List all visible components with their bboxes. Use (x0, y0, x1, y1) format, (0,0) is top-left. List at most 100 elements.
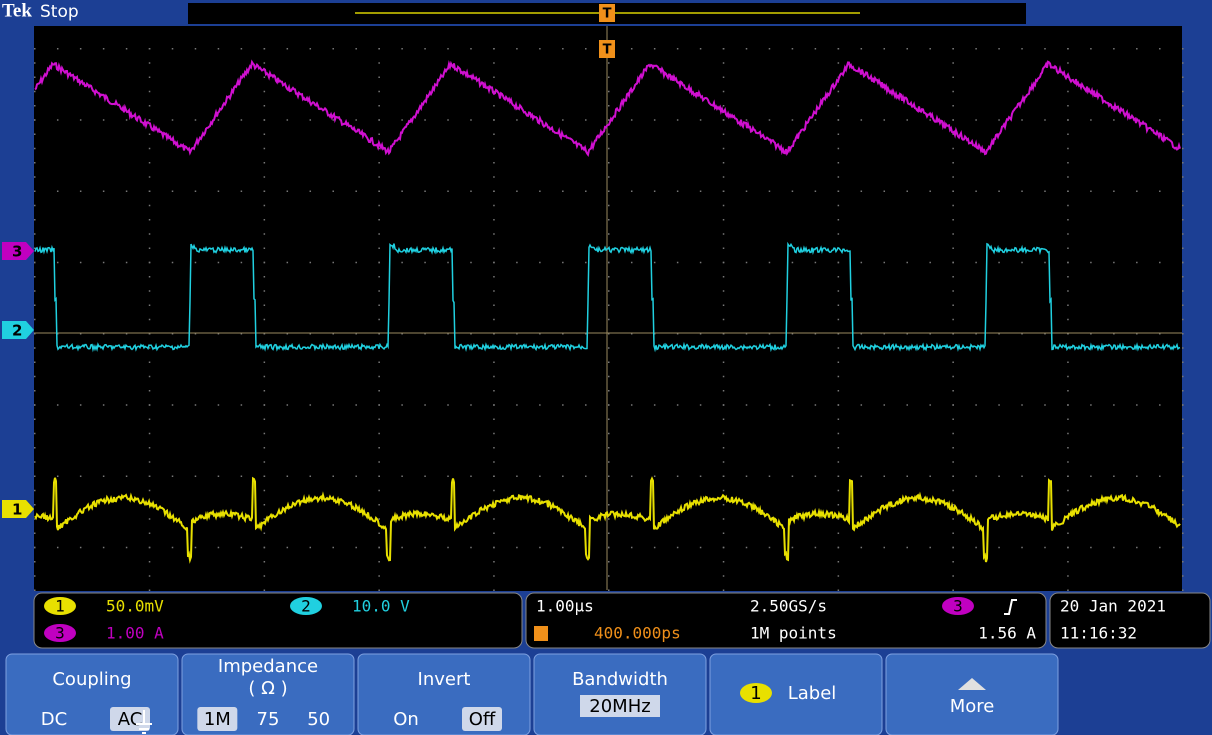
grid-dot (837, 575, 840, 577)
grid-dot (355, 48, 357, 50)
menu-button[interactable] (5, 653, 179, 735)
menu-option[interactable]: On (393, 709, 419, 730)
grid-dot (906, 261, 908, 264)
record-length: 1M points (750, 624, 837, 643)
grid-dot (447, 546, 449, 549)
grid-dot (722, 404, 725, 406)
grid-dot (653, 190, 656, 192)
grid-dot (1044, 261, 1046, 264)
grid-dot (34, 532, 36, 534)
grid-dot (722, 247, 725, 249)
grid-dot (699, 333, 702, 335)
grid-dot (493, 447, 495, 449)
grid-dot (378, 589, 380, 591)
grid-dot (699, 404, 702, 406)
grid-dot (1067, 489, 1069, 492)
menu-option[interactable]: AC (118, 709, 143, 730)
grid-dot (34, 418, 36, 420)
ch1-badge-label: 1 (55, 597, 65, 616)
grid-dot (34, 546, 36, 549)
grid-dot (1067, 233, 1069, 235)
grid-dot (378, 62, 380, 64)
menu-button[interactable] (357, 653, 531, 735)
menu-button[interactable] (533, 653, 707, 735)
grid-dot (722, 489, 725, 492)
grid-dot (952, 432, 954, 435)
grid-dot (378, 119, 380, 121)
grid-dot (34, 147, 36, 150)
grid-dot (745, 119, 748, 121)
grid-dot (837, 162, 840, 164)
grid-dot (309, 261, 312, 264)
grid-dot (263, 461, 266, 463)
grid-dot (355, 404, 357, 406)
grid-dot (1182, 162, 1184, 164)
grid-dot (539, 190, 541, 192)
grid-dot (1182, 147, 1184, 150)
grid-dot (608, 76, 610, 78)
grid-dot (125, 475, 128, 477)
grid-dot (676, 119, 679, 121)
grid-dot (952, 233, 954, 235)
menu-option[interactable]: Off (469, 709, 496, 730)
grid-dot (263, 162, 266, 164)
grid-dot (630, 48, 633, 50)
grid-dot (906, 190, 908, 192)
grid-dot (837, 290, 840, 292)
grid-dot (516, 333, 518, 335)
grid-dot (906, 119, 908, 121)
grid-dot (745, 190, 748, 192)
grid-dot (791, 48, 794, 50)
grid-dot (493, 76, 495, 78)
grid-dot (722, 390, 725, 392)
grid-dot (630, 475, 633, 477)
grid-dot (148, 589, 151, 591)
grid-dot (1113, 190, 1115, 192)
grid-dot (722, 62, 725, 64)
grid-dot (56, 404, 59, 406)
grid-dot (539, 333, 541, 335)
grid-dot (34, 276, 36, 278)
sample-rate: 2.50GS/s (750, 597, 827, 616)
grid-dot (148, 375, 151, 378)
grid-dot (768, 475, 771, 477)
grid-dot (1113, 546, 1115, 549)
grid-dot (791, 546, 794, 549)
grid-dot (952, 219, 954, 221)
trigger-level: 1.56 A (978, 624, 1036, 643)
grid-dot (585, 475, 587, 477)
menu-button[interactable] (709, 653, 883, 735)
grid-dot (1182, 290, 1184, 292)
grid-dot (791, 261, 794, 264)
grid-dot (837, 333, 840, 335)
grid-dot (676, 261, 679, 264)
grid-dot (148, 518, 151, 520)
grid-dot (768, 190, 771, 192)
grid-dot (102, 190, 105, 192)
grid-dot (493, 418, 495, 420)
grid-dot (240, 333, 243, 335)
trigger-position (599, 40, 615, 58)
grid-dot (148, 304, 151, 306)
grid-dot (562, 48, 564, 50)
grid-dot (1182, 119, 1184, 121)
grid-dot (722, 504, 725, 506)
grid-dot (309, 48, 312, 50)
grid-dot (1090, 261, 1092, 264)
grid-dot (34, 504, 36, 506)
grid-dot (1067, 219, 1069, 221)
menu-button[interactable] (885, 653, 1059, 735)
grid-dot (263, 119, 266, 121)
grid-dot (263, 432, 266, 435)
grid-dot (837, 105, 840, 107)
grid-dot (1182, 504, 1184, 506)
menu-option[interactable]: 1M (204, 709, 231, 730)
menu-option[interactable]: 50 (307, 709, 330, 730)
grid-dot (148, 489, 151, 492)
grid-dot (608, 361, 610, 363)
menu-option[interactable]: 75 (257, 709, 280, 730)
grid-dot (952, 375, 954, 378)
menu-option[interactable]: DC (41, 709, 67, 730)
grid-dot (34, 76, 36, 78)
grid-dot (860, 546, 863, 549)
